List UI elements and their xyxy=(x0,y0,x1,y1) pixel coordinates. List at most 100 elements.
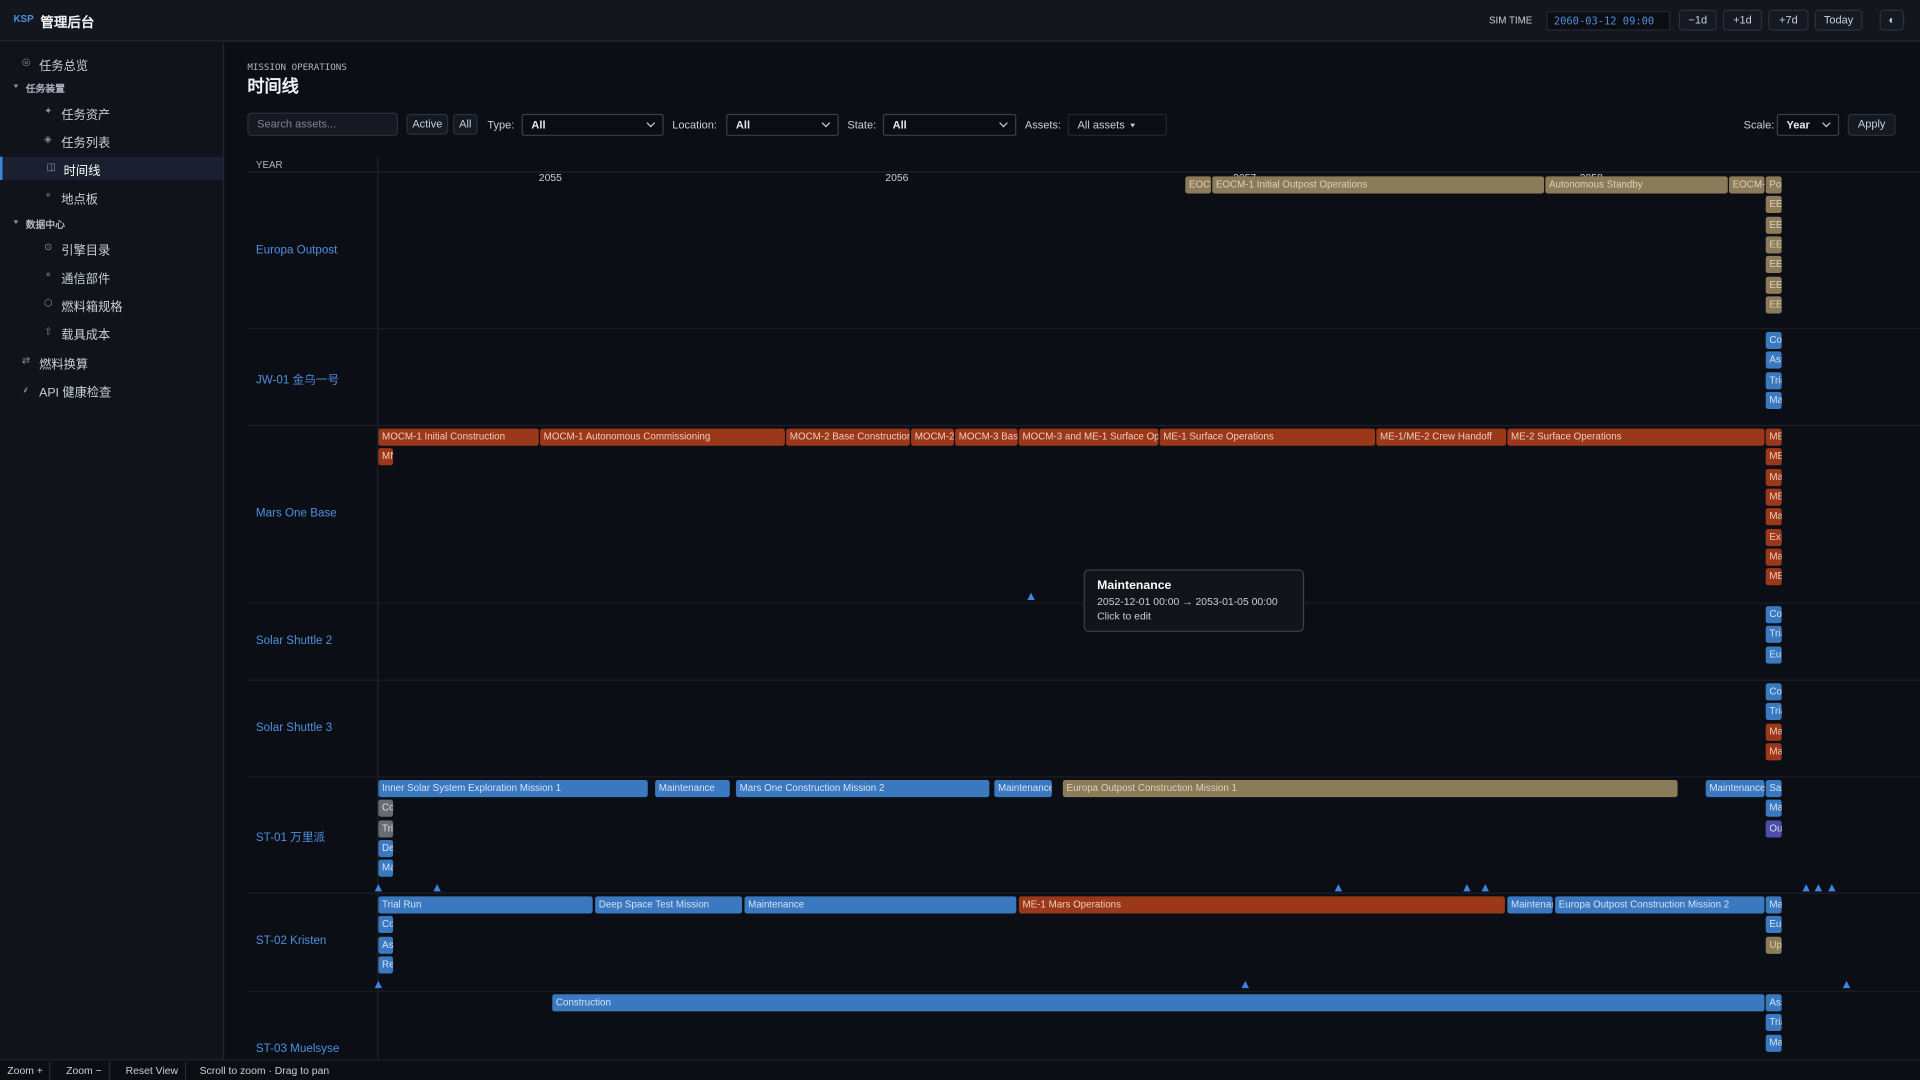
timeline-bar[interactable]: Ma xyxy=(1765,743,1782,761)
row-label[interactable]: ST-03 Muelsyse xyxy=(255,1042,340,1056)
timeline-bar[interactable]: Dep xyxy=(378,839,394,858)
timeline-bar[interactable]: MOCM-2 xyxy=(911,428,954,446)
timeline-bar[interactable]: ME xyxy=(1765,428,1782,446)
timeline-bar[interactable]: Ass xyxy=(1765,994,1782,1012)
timeline-bar[interactable]: Europa Outpost Construction Mission 1 xyxy=(1062,780,1678,798)
timeline-bar[interactable]: ME xyxy=(1765,448,1782,466)
timeline-bar[interactable]: Ass xyxy=(378,936,394,954)
event-marker[interactable] xyxy=(1241,980,1249,989)
event-marker[interactable] xyxy=(1334,884,1343,892)
nav-item[interactable]: ⇧ 载具成本 xyxy=(0,321,223,344)
time-button[interactable]: +7d xyxy=(1768,9,1809,31)
timeline-bar[interactable]: Co xyxy=(1765,331,1782,349)
timeline-bar[interactable]: EOCM-2 xyxy=(1728,176,1765,194)
event-marker[interactable] xyxy=(1481,884,1489,892)
toggle-button[interactable]: Active xyxy=(406,113,449,135)
timeline-bar[interactable]: EE- xyxy=(1765,276,1782,294)
timeline-bar[interactable]: EE- xyxy=(1765,296,1782,314)
timeline-bar[interactable]: MOCM-1 Autonomous Commissioning xyxy=(540,428,785,446)
row-label[interactable]: Europa Outpost xyxy=(255,243,338,257)
timeline-bar[interactable]: MOCM-2 Base Construction xyxy=(786,428,910,446)
row-label[interactable]: JW-01 金乌一号 xyxy=(255,372,340,387)
timeline-bar[interactable]: Tria xyxy=(1765,371,1782,389)
timeline-bar[interactable]: Ma xyxy=(1765,723,1782,741)
event-marker[interactable] xyxy=(1463,884,1471,892)
row-label[interactable]: ST-02 Kristen xyxy=(255,934,327,948)
theme-toggle[interactable]: ◐ xyxy=(1879,9,1905,31)
event-marker[interactable] xyxy=(1814,884,1823,892)
event-marker[interactable] xyxy=(1802,884,1810,892)
timeline-bar[interactable]: Autonomous Standby xyxy=(1545,176,1728,194)
select[interactable]: All xyxy=(882,113,1017,136)
zoom-button[interactable]: Zoom + xyxy=(1,1061,51,1080)
apply-button[interactable]: Apply xyxy=(1847,113,1896,136)
timeline-bar[interactable]: Maintenance xyxy=(1507,896,1553,914)
timeline-bar[interactable]: Sat xyxy=(1765,780,1782,798)
timeline-bar[interactable]: Up xyxy=(1765,936,1782,954)
timeline-bar[interactable]: Eur xyxy=(1765,646,1782,664)
timeline-bar[interactable]: Ma xyxy=(378,859,394,877)
nav-item[interactable]: ⸙ API 健康检查 xyxy=(0,378,223,401)
timeline-bar[interactable]: Ass xyxy=(1765,351,1782,369)
row-label[interactable]: Mars One Base xyxy=(255,506,337,520)
timeline-bar[interactable]: Ma xyxy=(1765,1034,1782,1052)
timeline-bar[interactable]: MOCM-3 Base xyxy=(955,428,1018,446)
nav-item[interactable]: ◎ 任务总览 xyxy=(0,51,223,74)
search-input[interactable]: Search assets... xyxy=(247,112,398,136)
timeline-bar[interactable]: Ma xyxy=(1765,548,1782,566)
timeline-bar[interactable]: Inner Solar System Exploration Mission 1 xyxy=(378,780,648,798)
nav-item[interactable]: ⬡ 燃料箱规格 xyxy=(0,293,223,316)
nav-item[interactable]: ⚬ 地点板 xyxy=(0,185,223,208)
nav-item[interactable]: ⚬ 通信部件 xyxy=(0,264,223,287)
select[interactable]: Year xyxy=(1776,113,1840,136)
select[interactable]: All xyxy=(521,113,664,136)
timeline-bar[interactable]: Ou xyxy=(1765,819,1782,838)
nav-item[interactable]: ⇄ 燃料换算 xyxy=(0,350,223,373)
timeline-bar[interactable]: Maintenance xyxy=(1705,780,1765,798)
timeline-bar[interactable]: Ma xyxy=(1765,799,1782,818)
timeline-bar[interactable]: Tria xyxy=(1765,1014,1782,1032)
event-marker[interactable] xyxy=(1828,884,1836,892)
timeline-bar[interactable]: ME-1/ME-2 Crew Handoff xyxy=(1376,428,1507,446)
row-label[interactable]: Solar Shuttle 3 xyxy=(255,720,333,735)
timeline-bar[interactable]: MN xyxy=(378,448,394,466)
timeline-bar[interactable]: Europa Outpost Construction Mission 2 xyxy=(1555,896,1765,914)
timeline-bar[interactable]: Co xyxy=(378,799,394,818)
toggle-button[interactable]: All xyxy=(453,113,478,135)
timeline-bar[interactable]: Co xyxy=(378,916,394,934)
event-marker[interactable] xyxy=(374,884,383,892)
nav-item[interactable]: ✦ 任务资产 xyxy=(0,100,223,123)
timeline-bar[interactable]: MOCM-3 and ME-1 Surface Operations xyxy=(1018,428,1159,446)
assets-picker[interactable]: All assets xyxy=(1067,113,1167,136)
time-button[interactable]: −1d xyxy=(1678,9,1717,31)
nav-item[interactable]: ◫ 时间线 xyxy=(0,156,223,181)
timeline-bar[interactable]: Deep Space Test Mission xyxy=(595,896,743,914)
nav-item[interactable]: ◈ 任务列表 xyxy=(0,129,223,152)
timeline-bar[interactable]: EOCM-1 xyxy=(1185,176,1212,194)
timeline-bar[interactable]: Ma xyxy=(1765,468,1782,486)
timeline-bar[interactable]: ME xyxy=(1765,488,1782,506)
timeline-bar[interactable]: EE- xyxy=(1765,256,1782,274)
timeline-bar[interactable]: Ma xyxy=(1765,896,1782,914)
timeline-bar[interactable]: Co xyxy=(1765,683,1782,701)
timeline-bar[interactable]: ME-1 Mars Operations xyxy=(1018,896,1505,914)
timeline-bar[interactable]: Tria xyxy=(1765,703,1782,721)
row-label[interactable]: ST-01 万里派 xyxy=(255,830,326,845)
timeline-bar[interactable]: MOCM-1 Initial Construction xyxy=(378,428,539,446)
timeline-bar[interactable]: Exp xyxy=(1765,528,1782,546)
time-button[interactable]: +1d xyxy=(1722,9,1763,31)
time-button[interactable]: Today xyxy=(1814,9,1863,31)
zoom-button[interactable]: Zoom − xyxy=(59,1061,111,1080)
timeline-bar[interactable]: Maintenance xyxy=(994,780,1052,798)
timeline-bar[interactable]: Ma xyxy=(1765,508,1782,526)
group-title[interactable]: 数据中心 xyxy=(25,219,65,231)
timeline-bar[interactable]: EE- xyxy=(1765,216,1782,234)
timeline-bar[interactable]: Mars One Construction Mission 2 xyxy=(735,780,990,798)
timeline-bar[interactable]: Eur xyxy=(1765,916,1782,934)
timeline-bar[interactable]: Maintenance xyxy=(744,896,1017,914)
timeline-bar[interactable]: Tria xyxy=(1765,626,1782,644)
timeline-bar[interactable]: ME xyxy=(1765,568,1782,586)
timeline-bar[interactable]: Trial Run xyxy=(378,896,593,914)
timeline-bar[interactable]: ME-2 Surface Operations xyxy=(1507,428,1765,446)
timeline-bar[interactable]: Rel xyxy=(378,956,394,974)
